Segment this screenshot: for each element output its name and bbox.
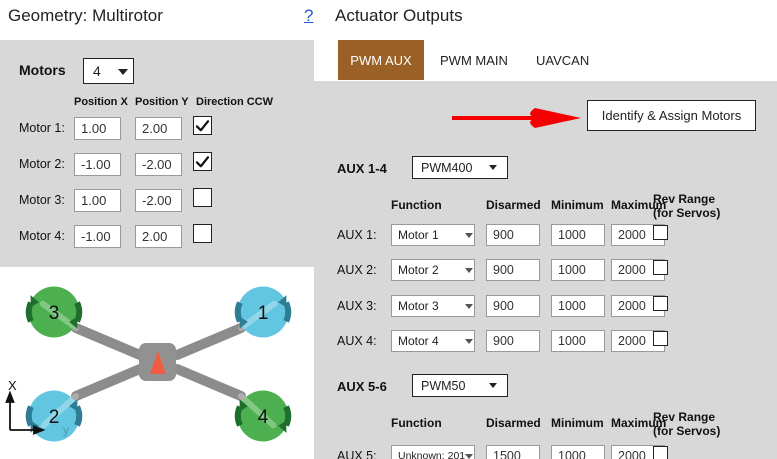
svg-text:3: 3 <box>49 303 60 324</box>
svg-text:y: y <box>63 423 69 437</box>
svg-text:2: 2 <box>49 407 60 428</box>
svg-text:4: 4 <box>258 407 269 428</box>
svg-text:X: X <box>8 378 17 393</box>
svg-text:1: 1 <box>258 303 269 324</box>
